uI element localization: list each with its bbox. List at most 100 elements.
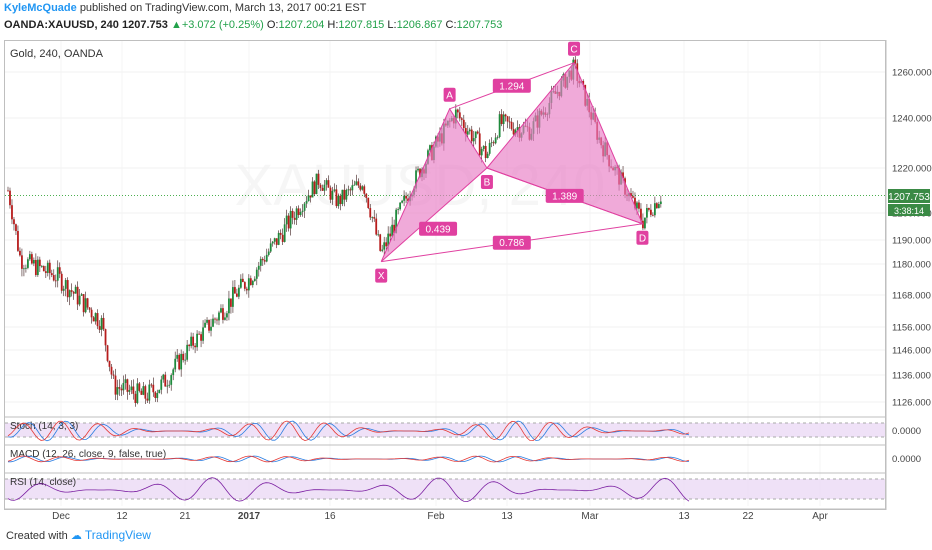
indicator-line	[7, 477, 690, 503]
pattern-triangle-xab	[380, 107, 488, 262]
candle-body	[373, 217, 376, 219]
candle-body	[34, 260, 37, 275]
candle-body	[23, 268, 25, 270]
candle-body	[399, 202, 402, 210]
candle-body	[138, 383, 141, 391]
pattern-point-a: A	[446, 90, 453, 101]
candle-body	[468, 129, 471, 132]
candle-body	[277, 232, 280, 245]
candle-body	[315, 173, 318, 195]
candle-body	[112, 374, 115, 376]
candle-body	[391, 224, 394, 237]
last-price: 1207.753	[121, 19, 168, 31]
candle-body	[454, 109, 457, 124]
candle-body	[313, 181, 316, 195]
time-tick-label: 12	[116, 511, 128, 522]
candle-body	[646, 208, 648, 218]
candle-body	[267, 251, 270, 255]
candle-body	[102, 317, 105, 330]
candle-body	[136, 383, 139, 403]
candle-body	[68, 290, 71, 298]
candle-body	[349, 189, 352, 191]
candle-body	[92, 317, 95, 322]
candle-body	[222, 308, 224, 320]
candle-body	[482, 145, 485, 149]
indicator-value-label: 0.0000	[892, 426, 921, 437]
candle-body	[156, 392, 159, 399]
candle-body	[329, 187, 332, 200]
candle-body	[180, 353, 183, 370]
candle-body	[230, 298, 232, 307]
ratio-label-xab-bg	[419, 221, 458, 236]
author-link[interactable]: KyleMcQuade	[4, 2, 77, 14]
high-label: H:	[327, 19, 339, 31]
candle-body	[297, 208, 300, 215]
time-tick-label: 21	[179, 511, 191, 522]
candle-body	[644, 217, 646, 229]
candle-body	[345, 189, 348, 200]
candle-body	[251, 281, 254, 286]
candle-body	[500, 114, 503, 125]
candle-body	[470, 129, 473, 142]
candle-body	[317, 173, 320, 185]
candle-body	[653, 203, 656, 216]
candle-body	[480, 148, 483, 156]
candle-body	[60, 273, 63, 291]
indicator-value-label: 0.0000	[892, 454, 921, 465]
candle-body	[64, 280, 67, 289]
candle-body	[657, 204, 660, 209]
price-tick-label: 1136.000	[892, 371, 931, 382]
current-price-badge: 1207.753 3:38:14	[888, 189, 930, 216]
candle-body	[648, 208, 650, 210]
high-value: 1207.815	[338, 19, 385, 31]
candle-body	[106, 345, 109, 361]
candle-body	[212, 318, 214, 327]
candle-body	[419, 168, 421, 178]
time-tick-label: 13	[678, 511, 690, 522]
candle-body	[243, 282, 246, 289]
pattern-point-d-bg	[636, 230, 649, 245]
candle-body	[38, 259, 41, 267]
candle-body	[118, 387, 121, 389]
published-text: published on TradingView.com, March 13, …	[79, 2, 367, 14]
candle-body	[13, 219, 15, 225]
time-tick-label: Apr	[812, 511, 828, 522]
candle-body	[202, 327, 204, 341]
candle-body	[253, 278, 256, 282]
candle-body	[237, 287, 240, 297]
candle-body	[393, 224, 396, 234]
candle-body	[257, 265, 260, 270]
pattern-point-c: C	[570, 44, 577, 55]
pattern-point-a-bg	[443, 87, 456, 102]
candle-body	[275, 238, 278, 245]
candle-body	[172, 369, 175, 376]
candle-body	[74, 286, 77, 294]
indicator-line	[7, 455, 690, 463]
candle-body	[30, 254, 33, 264]
candle-body	[42, 266, 45, 272]
candle-body	[460, 118, 463, 120]
candle-body	[122, 382, 125, 391]
candle-body	[634, 197, 636, 209]
candle-body	[377, 234, 380, 236]
symbol-label: OANDA:XAUUSD, 240	[4, 19, 119, 31]
candle-body	[327, 180, 330, 188]
ratio-label-ac: 1.294	[499, 81, 524, 92]
tradingview-link[interactable]: TradingView	[84, 528, 151, 542]
candle-body	[371, 217, 374, 218]
candle-body	[510, 121, 513, 129]
candle-body	[192, 336, 195, 346]
pattern-point-b-bg	[480, 175, 493, 189]
candle-body	[307, 195, 310, 202]
candle-body	[142, 386, 145, 395]
candle-body	[84, 298, 87, 313]
candle-body	[216, 319, 218, 321]
candle-body	[498, 114, 501, 138]
time-tick-label: 22	[742, 511, 754, 522]
candle-body	[158, 389, 161, 393]
candle-body	[62, 288, 65, 291]
candle-body	[239, 278, 242, 288]
candle-body	[48, 262, 51, 274]
candle-body	[636, 202, 638, 209]
